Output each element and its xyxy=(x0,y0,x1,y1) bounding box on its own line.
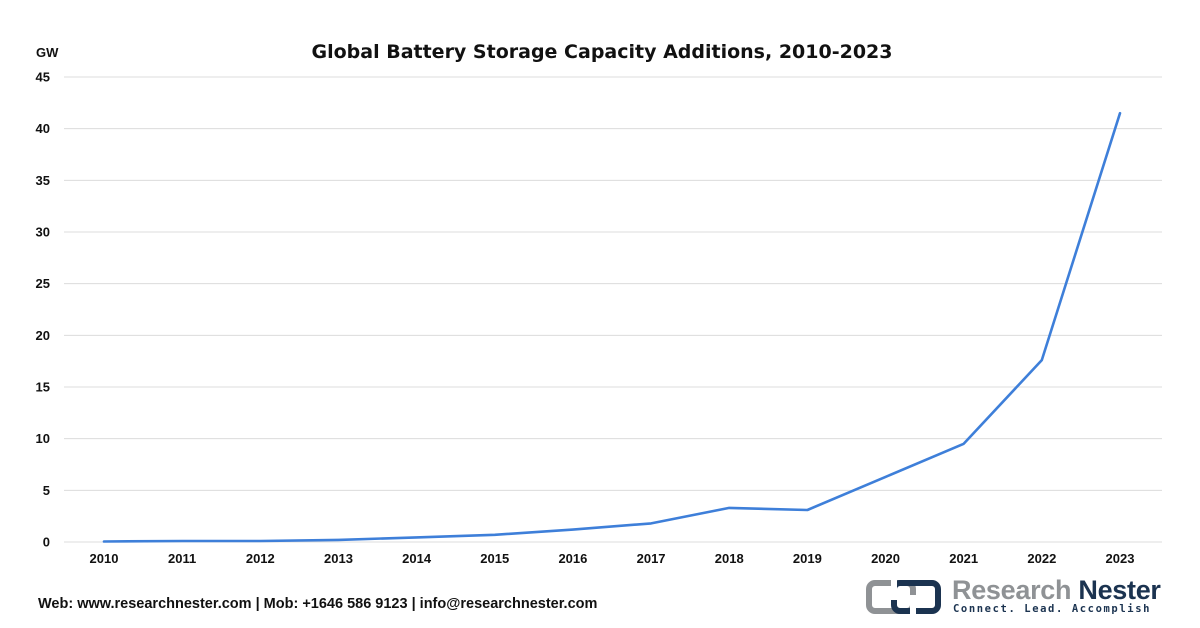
logo-wordmark: Research Nester xyxy=(952,575,1161,606)
y-axis-unit-label: GW xyxy=(36,45,59,60)
y-tick-label: 40 xyxy=(36,121,50,136)
series-line xyxy=(102,111,1122,543)
logo-word-nester: Nester xyxy=(1078,575,1161,605)
y-tick-label: 15 xyxy=(36,380,50,395)
gridlines xyxy=(64,76,1162,543)
y-tick-label: 30 xyxy=(36,225,50,240)
y-tick-label: 45 xyxy=(36,70,50,85)
logo-tagline: Connect. Lead. Accomplish xyxy=(953,603,1152,615)
y-tick-label: 10 xyxy=(36,431,50,446)
x-tick-label: 2016 xyxy=(558,551,587,566)
logo-word-research: Research xyxy=(952,575,1072,605)
x-tick-label: 2020 xyxy=(871,551,900,566)
x-tick-label: 2012 xyxy=(246,551,275,566)
series-layer xyxy=(102,111,1122,543)
research-nester-logo: Research Nester Connect. Lead. Accomplis… xyxy=(866,575,1176,618)
x-tick-label: 2023 xyxy=(1106,551,1135,566)
y-tick-label: 35 xyxy=(36,173,50,188)
logo-mark-icon xyxy=(866,580,941,615)
y-tick-label: 25 xyxy=(36,276,50,291)
x-tick-label: 2018 xyxy=(715,551,744,566)
x-tick-label: 2019 xyxy=(793,551,822,566)
y-tick-label: 0 xyxy=(43,535,50,550)
x-tick-label: 2022 xyxy=(1027,551,1056,566)
x-axis-ticks: 2010 2011 2012 2013 2014 2015 2016 2017 2018 2019… xyxy=(90,551,1135,566)
line-chart: Global Battery Storage Capacity Addition… xyxy=(36,41,1162,566)
x-tick-label: 2011 xyxy=(168,551,196,566)
y-tick-label: 20 xyxy=(36,328,50,343)
x-tick-label: 2014 xyxy=(402,551,432,566)
x-tick-label: 2010 xyxy=(90,551,119,566)
x-tick-label: 2017 xyxy=(637,551,666,566)
chart-title: Global Battery Storage Capacity Addition… xyxy=(312,41,893,63)
contact-footer: Web: www.researchnester.com | Mob: +1646… xyxy=(38,596,598,612)
y-tick-label: 5 xyxy=(43,483,50,498)
x-tick-label: 2013 xyxy=(324,551,353,566)
x-tick-label: 2015 xyxy=(480,551,509,566)
x-tick-label: 2021 xyxy=(949,551,978,566)
y-axis-ticks: 0 5 10 15 20 25 30 35 40 45 xyxy=(36,70,50,550)
